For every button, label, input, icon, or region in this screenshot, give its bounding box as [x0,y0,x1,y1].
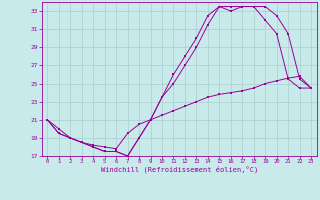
X-axis label: Windchill (Refroidissement éolien,°C): Windchill (Refroidissement éolien,°C) [100,166,258,173]
